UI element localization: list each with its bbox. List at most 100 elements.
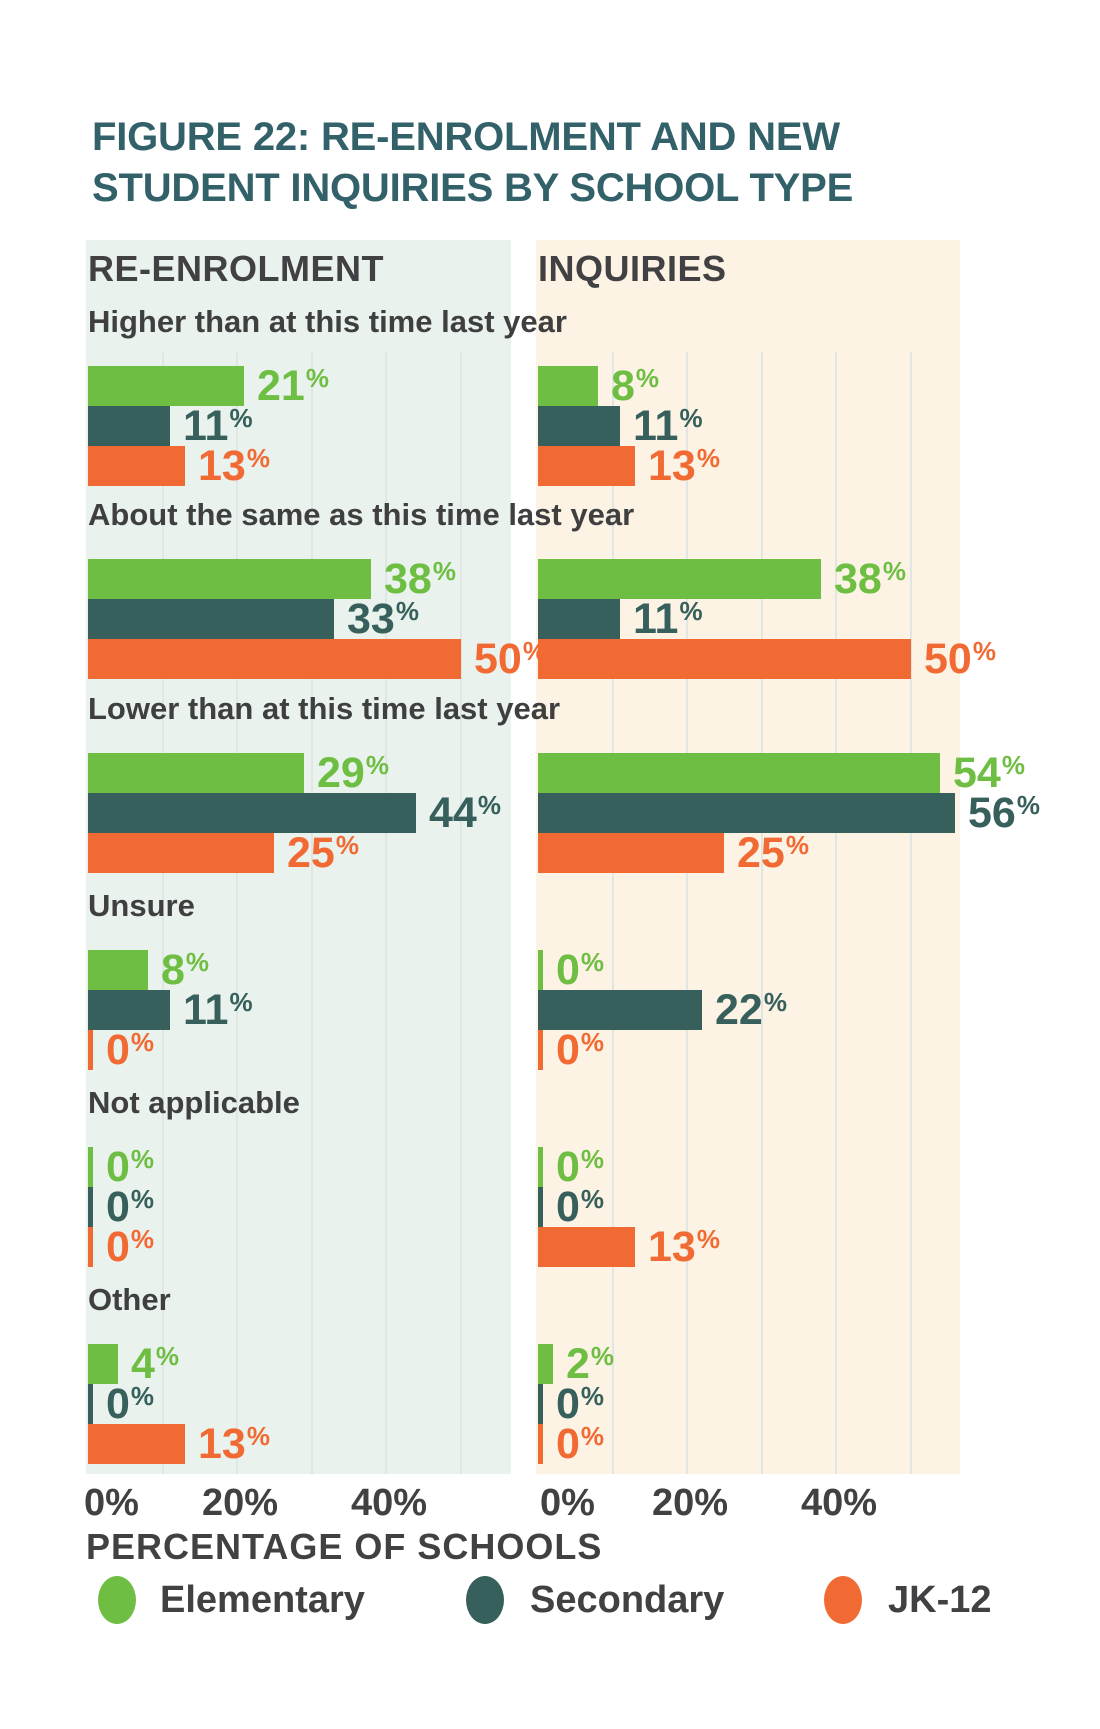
bar-row: 0%: [538, 1420, 1058, 1468]
bar-value-label: 0%: [106, 1223, 154, 1271]
bar-jk-12: [538, 1424, 543, 1464]
bar-value-number: 29: [317, 748, 365, 797]
bar-value-number: 0: [106, 1222, 130, 1271]
bar-value-number: 11: [633, 594, 679, 643]
percent-sign: %: [696, 1224, 720, 1254]
bar-value-number: 11: [183, 401, 229, 450]
bar-row: 38%: [88, 555, 608, 603]
category-label: Not applicable: [88, 1085, 300, 1120]
bar-elementary: [538, 753, 940, 793]
x-tick-left-40: 40%: [350, 1482, 428, 1524]
bar-value-number: 0: [106, 1379, 130, 1428]
legend-dot-jk12: [824, 1576, 862, 1624]
bar-value-label: 13%: [648, 442, 720, 490]
bar-value-number: 0: [106, 1025, 130, 1074]
bar-row: 0%: [538, 1143, 1058, 1191]
percent-sign: %: [477, 790, 501, 820]
bar-value-label: 0%: [556, 1420, 604, 1468]
bar-value-label: 0%: [106, 1026, 154, 1074]
bar-value-label: 4%: [131, 1340, 179, 1388]
bar-value-number: 13: [648, 441, 696, 490]
bar-jk-12: [538, 1030, 543, 1070]
bar-value-label: 13%: [648, 1223, 720, 1271]
bar-row: 0%: [538, 946, 1058, 994]
bar-value-number: 50: [924, 634, 972, 683]
bar-jk-12: [88, 1424, 185, 1464]
percent-sign: %: [679, 403, 703, 433]
bar-row: 0%: [538, 1183, 1058, 1231]
bar-row: 8%: [538, 362, 1058, 410]
bar-row: 56%: [538, 789, 1058, 837]
bar-value-label: 11%: [633, 595, 703, 643]
gridline-10pct: [612, 352, 614, 1474]
percent-sign: %: [580, 1144, 605, 1174]
bar-jk-12: [88, 833, 274, 873]
gridline-30pct: [761, 352, 763, 1474]
bar-value-label: 11%: [183, 986, 253, 1034]
bar-value-label: 44%: [429, 789, 501, 837]
bar-value-number: 13: [198, 1419, 246, 1468]
percent-sign: %: [635, 363, 660, 393]
bar-row: 22%: [538, 986, 1058, 1034]
bar-row: 11%: [88, 402, 608, 450]
bar-secondary: [538, 990, 702, 1030]
bar-value-number: 0: [556, 1419, 580, 1468]
bar-value-label: 25%: [737, 829, 809, 877]
percent-sign: %: [395, 596, 419, 626]
percent-sign: %: [305, 363, 329, 393]
bar-value-label: 0%: [106, 1183, 154, 1231]
bar-secondary: [538, 793, 955, 833]
legend-label-elementary: Elementary: [160, 1578, 365, 1621]
bar-value-number: 0: [106, 1142, 130, 1191]
bar-row: 11%: [538, 402, 1058, 450]
percent-sign: %: [1016, 790, 1040, 820]
panel-header-re-enrolment: RE-ENROLMENT: [88, 248, 384, 289]
bar-row: 11%: [88, 986, 608, 1034]
bar-elementary: [538, 366, 598, 406]
bar-elementary: [88, 1147, 93, 1187]
bar-elementary: [88, 559, 371, 599]
bar-jk-12: [88, 639, 461, 679]
bar-row: 21%: [88, 362, 608, 410]
bar-row: 38%: [538, 555, 1058, 603]
category-label: About the same as this time last year: [88, 497, 635, 532]
bar-value-label: 11%: [183, 402, 253, 450]
bar-jk-12: [88, 446, 185, 486]
gridline-20pct: [236, 352, 238, 1474]
percent-sign: %: [130, 1144, 155, 1174]
bar-value-number: 0: [106, 1182, 130, 1231]
bar-row: 54%: [538, 749, 1058, 797]
percent-sign: %: [185, 947, 210, 977]
bar-value-number: 21: [257, 361, 305, 410]
percent-sign: %: [246, 1421, 270, 1451]
percent-sign: %: [590, 1341, 615, 1371]
category-label: Higher than at this time last year: [88, 304, 567, 339]
percent-sign: %: [130, 1381, 155, 1411]
bar-value-number: 0: [556, 1379, 580, 1428]
gridline-20pct: [686, 352, 688, 1474]
bar-value-label: 8%: [611, 362, 660, 410]
bar-value-label: 38%: [384, 555, 456, 603]
figure-title-line1: FIGURE 22: RE-ENROLMENT AND NEW: [92, 115, 840, 159]
bar-value-number: 0: [556, 1142, 580, 1191]
bar-elementary: [88, 950, 148, 990]
bar-row: 0%: [88, 1183, 608, 1231]
bar-value-number: 0: [556, 1182, 580, 1231]
bar-jk-12: [538, 1227, 635, 1267]
bar-secondary: [538, 599, 620, 639]
bar-value-number: 0: [556, 1025, 580, 1074]
percent-sign: %: [580, 1184, 605, 1214]
bar-value-label: 8%: [161, 946, 210, 994]
bar-value-label: 13%: [198, 1420, 270, 1468]
bar-row: 50%: [88, 635, 608, 683]
bar-value-label: 0%: [556, 1183, 605, 1231]
bar-elementary: [88, 1344, 118, 1384]
percent-sign: %: [365, 750, 389, 780]
bar-secondary: [88, 793, 416, 833]
bar-row: 4%: [88, 1340, 608, 1388]
bar-value-number: 38: [384, 554, 432, 603]
bar-value-number: 4: [131, 1339, 155, 1388]
percent-sign: %: [679, 596, 703, 626]
bar-value-number: 13: [198, 441, 246, 490]
